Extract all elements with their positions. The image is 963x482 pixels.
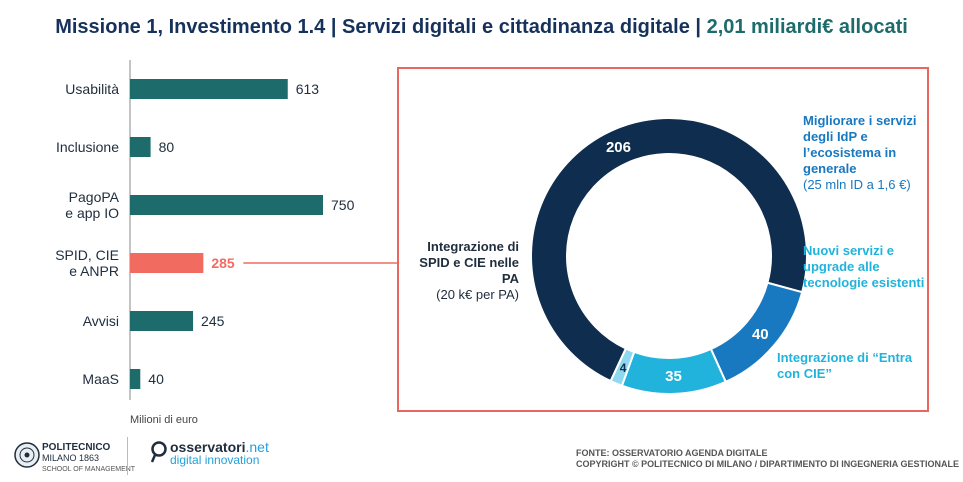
label-nuovi: Nuovi servizi e upgrade alle tecnologie … bbox=[803, 243, 927, 291]
source-line-2: COPYRIGHT © POLITECNICO DI MILANO / DIPA… bbox=[576, 459, 959, 469]
donut-chart: 206 40 35 4 bbox=[530, 117, 808, 395]
polimi-name: POLITECNICO bbox=[42, 442, 111, 453]
category-label: Avvisi bbox=[83, 313, 119, 329]
osserv-tagline: digital innovation bbox=[170, 453, 260, 467]
bar-value-label: 285 bbox=[211, 255, 235, 271]
label-spid: Integrazione di SPID e CIE nelle PA (20 … bbox=[415, 239, 519, 303]
bar-axis-label: Milioni di euro bbox=[130, 414, 198, 426]
polimi-seal-icon bbox=[14, 442, 40, 468]
category-label: e ANPR bbox=[69, 263, 119, 279]
polimi-city: MILANO 1863 bbox=[42, 453, 100, 463]
polimi-school: SCHOOL OF MANAGEMENT bbox=[42, 466, 136, 473]
label-entra-title: Integrazione di “Entra con CIE” bbox=[777, 350, 913, 381]
category-label: Usabilità bbox=[65, 81, 119, 97]
osserv-name: osservatori bbox=[170, 439, 246, 455]
bar bbox=[130, 137, 151, 157]
label-idp-title: Migliorare i servizi degli IdP e l’ecosi… bbox=[803, 113, 917, 176]
bar-value-label: 613 bbox=[296, 81, 320, 97]
slice-value-label: 40 bbox=[752, 326, 769, 343]
donut-slice bbox=[530, 117, 808, 383]
polimi-logo: POLITECNICO MILANO 1863 SCHOOL OF MANAGE… bbox=[42, 443, 135, 475]
bar bbox=[130, 369, 141, 389]
category-label: SPID, CIE bbox=[55, 247, 119, 263]
label-spid-sub: (20 k€ per PA) bbox=[436, 287, 519, 302]
category-label: Inclusione bbox=[56, 139, 119, 155]
page-title: Missione 1, Investimento 1.4 | Servizi d… bbox=[0, 16, 963, 39]
donut-panel: 206 40 35 4 Integrazione di SPID e CIE nell… bbox=[397, 67, 929, 412]
category-label: MaaS bbox=[82, 371, 119, 387]
source-note: FONTE: OSSERVATORIO AGENDA DIGITALE COPY… bbox=[576, 448, 959, 470]
slice-value-label: 206 bbox=[606, 139, 631, 156]
slice-value-label: 35 bbox=[665, 368, 682, 385]
source-line-1: FONTE: OSSERVATORIO AGENDA DIGITALE bbox=[576, 448, 768, 458]
bar bbox=[130, 195, 323, 215]
title-main: Missione 1, Investimento 1.4 | Servizi d… bbox=[55, 16, 702, 38]
footer-divider bbox=[127, 437, 128, 475]
label-entra: Integrazione di “Entra con CIE” bbox=[777, 350, 917, 382]
bar-value-label: 245 bbox=[201, 313, 225, 329]
bar bbox=[130, 311, 194, 331]
slice-value-label: 4 bbox=[620, 361, 627, 375]
bar bbox=[130, 79, 288, 99]
bar-value-label: 80 bbox=[159, 139, 175, 155]
category-label: e app IO bbox=[65, 205, 119, 221]
bar-value-label: 40 bbox=[148, 371, 164, 387]
label-idp-sub: (25 mln ID a 1,6 €) bbox=[803, 177, 911, 192]
category-label: PagoPA bbox=[69, 189, 120, 205]
osservatori-logo: osservatori.net digital innovation bbox=[170, 439, 269, 467]
label-nuovi-title: Nuovi servizi e upgrade alle tecnologie … bbox=[803, 243, 925, 290]
title-accent: 2,01 miliardi€ allocati bbox=[706, 16, 908, 38]
label-idp: Migliorare i servizi degli IdP e l’ecosi… bbox=[803, 113, 927, 193]
donut-slice bbox=[609, 347, 636, 388]
bar bbox=[130, 253, 204, 273]
osservatori-icon bbox=[150, 441, 167, 463]
osserv-net: .net bbox=[245, 439, 269, 455]
bar-value-label: 750 bbox=[331, 197, 355, 213]
label-spid-title: Integrazione di SPID e CIE nelle PA bbox=[419, 239, 519, 286]
